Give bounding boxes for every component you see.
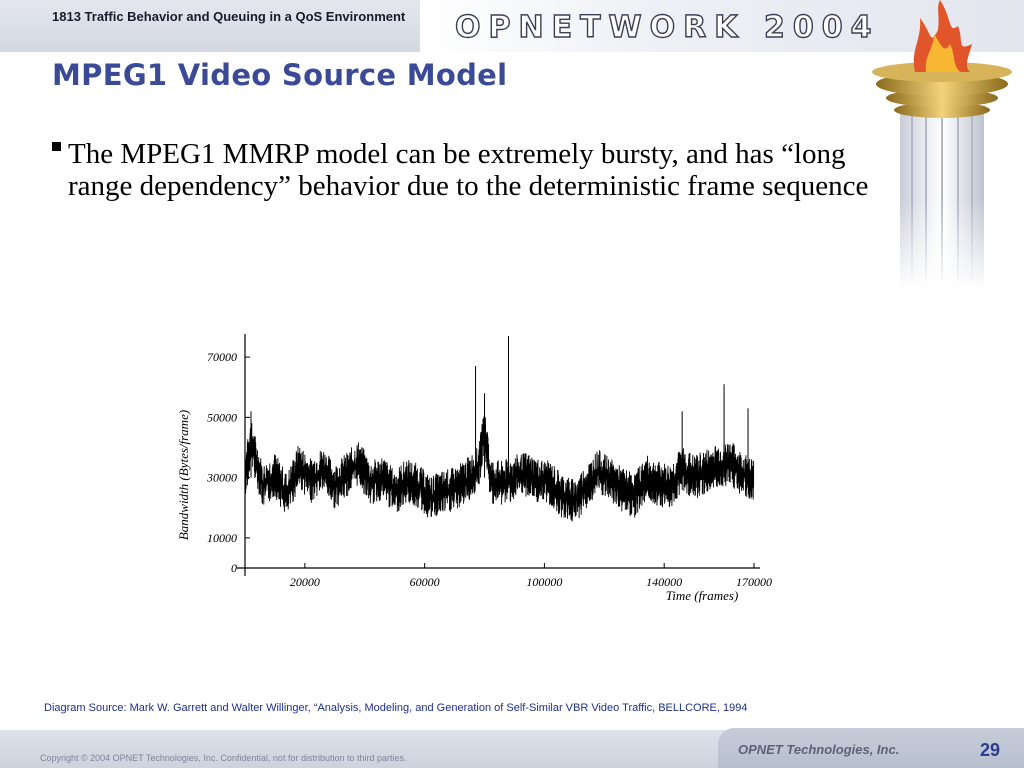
footer-tab [718, 728, 1024, 768]
x-axis-label: Time (frames) [666, 588, 739, 603]
x-tick-label: 170000 [736, 575, 772, 589]
bandwidth-chart: 0 10000 30000 50000 70000 20000 60000 100000 140… [176, 334, 772, 603]
bullet-square-icon [52, 142, 61, 151]
x-tick-label: 60000 [410, 575, 440, 589]
diagram-source: Diagram Source: Mark W. Garrett and Walt… [44, 702, 748, 714]
company-name: OPNET Technologies, Inc. [738, 742, 900, 757]
y-tick-label: 30000 [206, 471, 237, 485]
bandwidth-series-line [244, 415, 755, 522]
y-tick-label: 50000 [207, 410, 237, 424]
y-tick-label: 10000 [207, 531, 237, 545]
x-tick-label: 20000 [290, 575, 320, 589]
header-banner: 1813 Traffic Behavior and Queuing in a Q… [0, 0, 440, 52]
copyright-text: Copyright © 2004 OPNET Technologies, Inc… [40, 753, 407, 763]
flame-column-icon [872, 0, 1012, 290]
y-tick-label: 0 [231, 561, 237, 575]
opnetwork-logo: OPNETWORK 2004 [454, 9, 880, 45]
y-axis-label: Bandwidth (Bytes/frame) [176, 410, 191, 540]
page-number: 29 [980, 740, 1001, 760]
course-title: 1813 Traffic Behavior and Queuing in a Q… [52, 9, 406, 24]
x-tick-label: 100000 [526, 575, 562, 589]
bullet-text: The MPEG1 MMRP model can be extremely bu… [68, 138, 869, 202]
y-tick-label: 70000 [207, 350, 237, 364]
x-tick-label: 140000 [646, 575, 682, 589]
slide-title: MPEG1 Video Source Model [52, 58, 508, 92]
